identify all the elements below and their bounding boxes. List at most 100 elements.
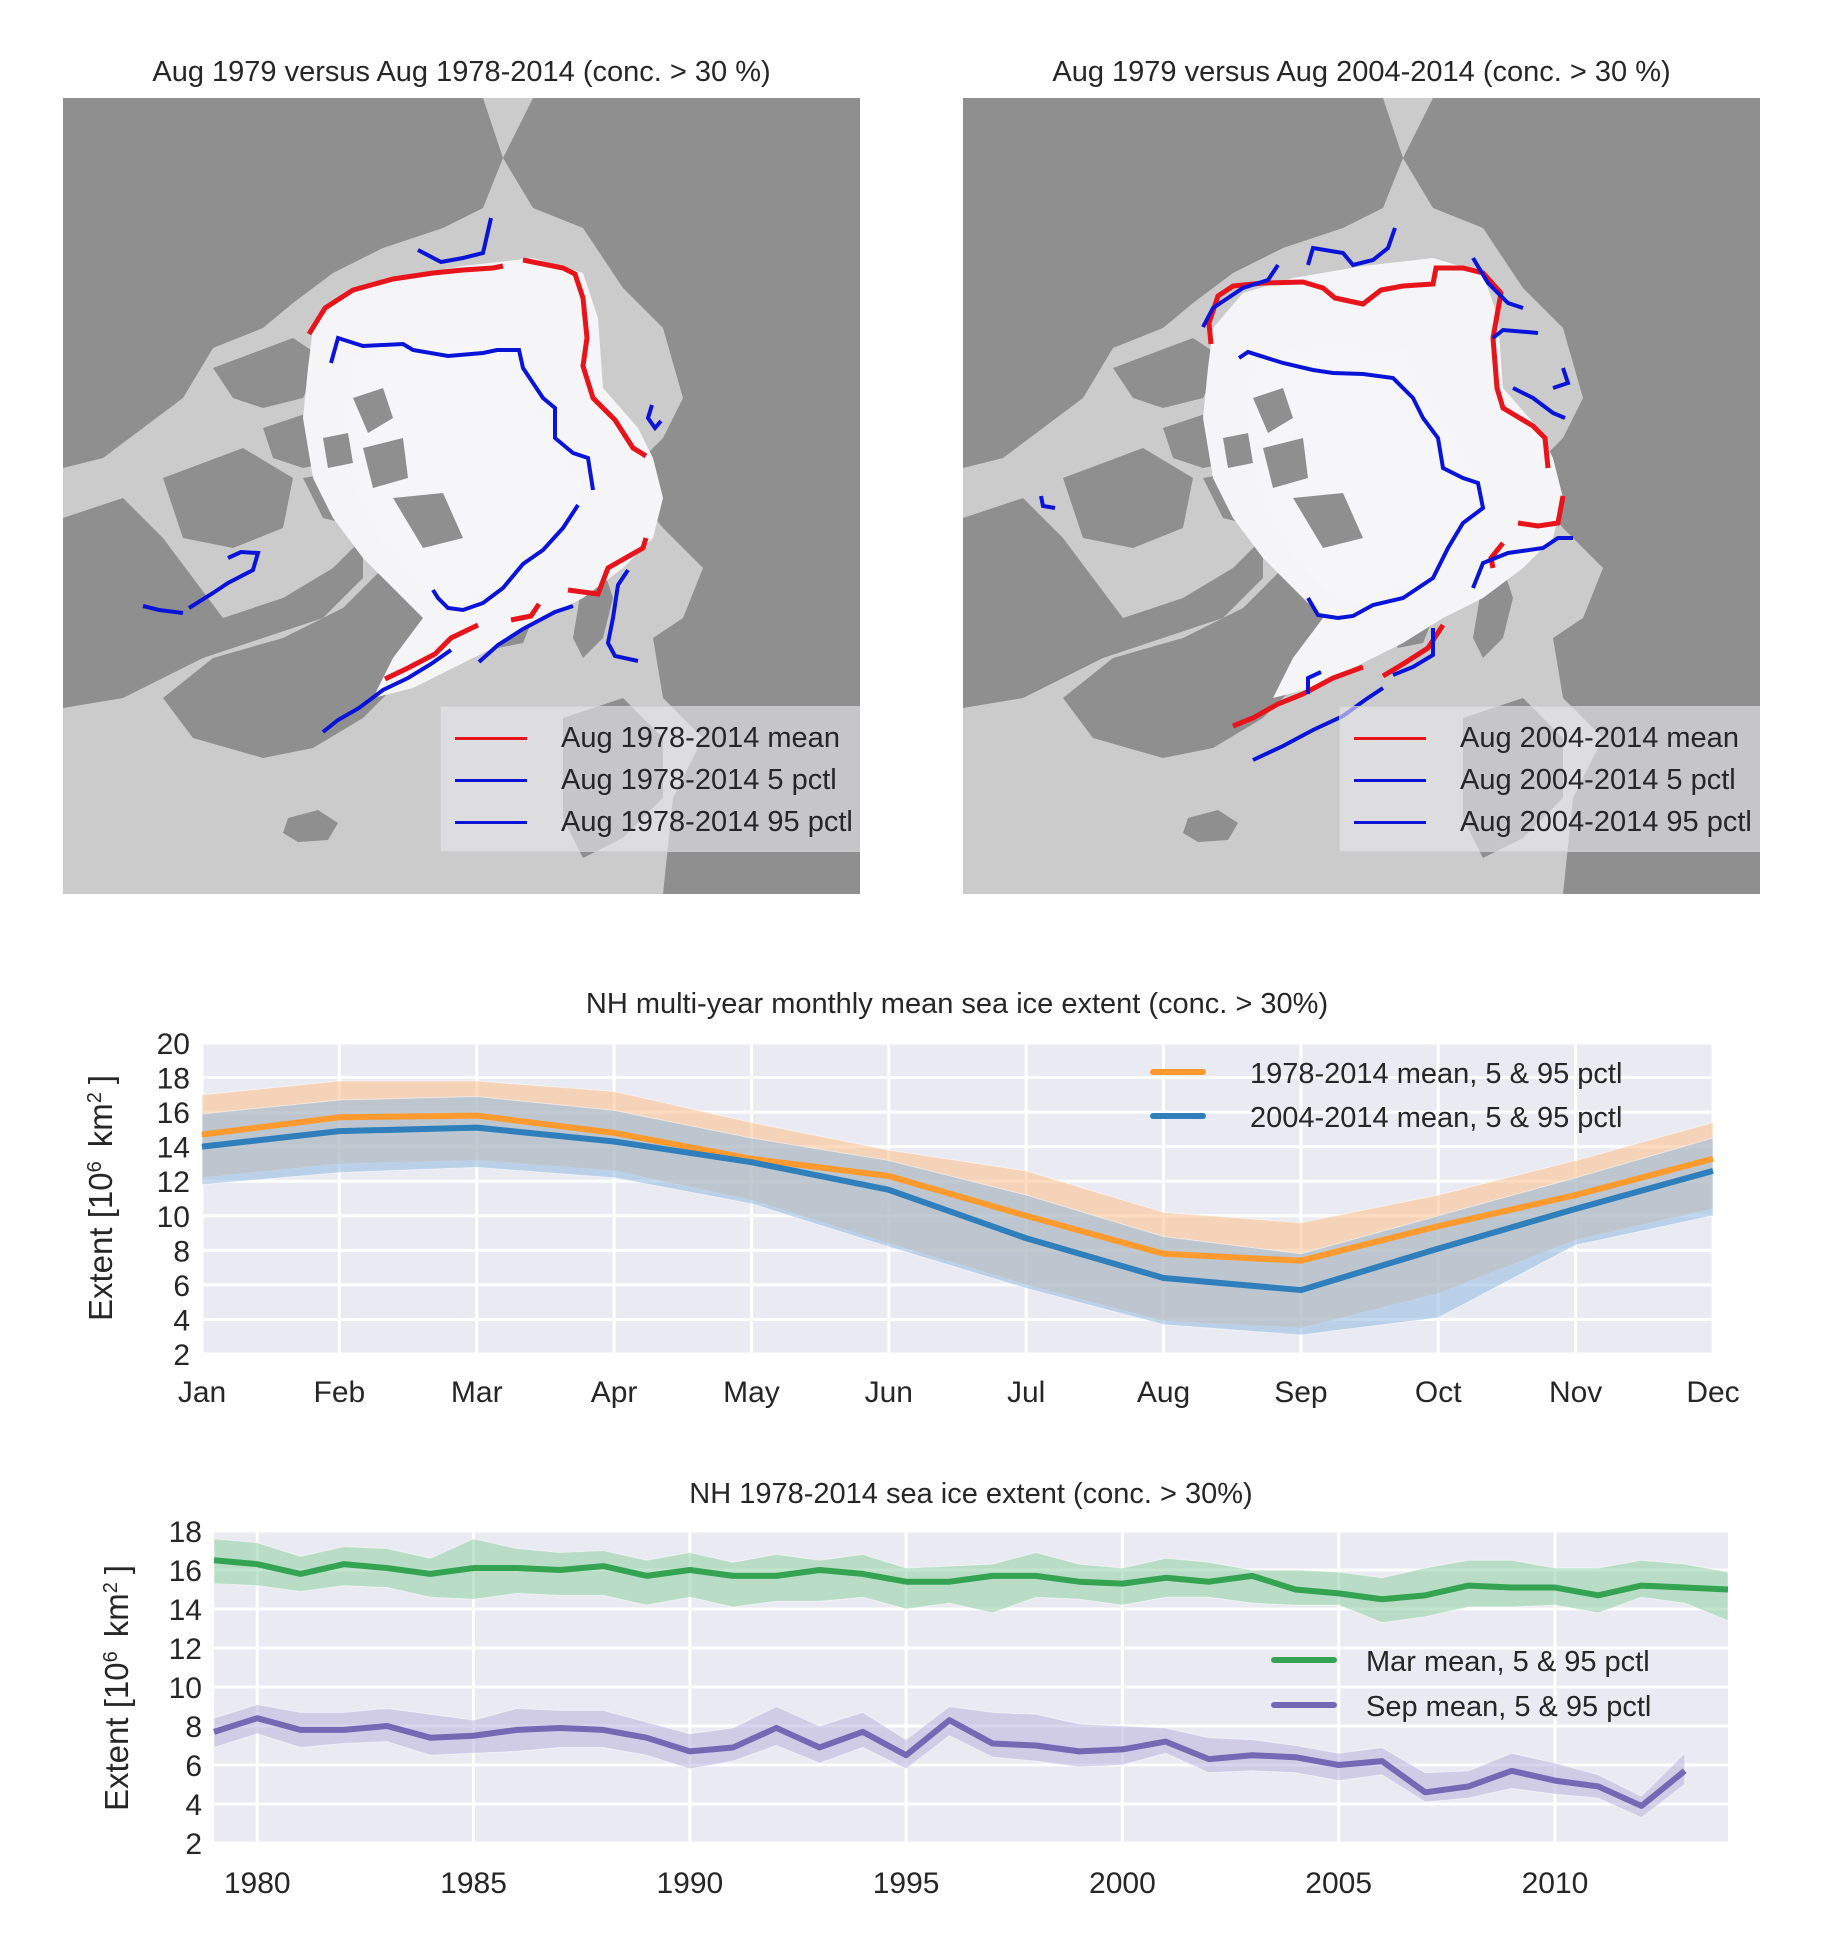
y-tick-label: 12 xyxy=(169,1633,202,1666)
map-base xyxy=(63,98,860,894)
contour-95-pctl xyxy=(1392,628,1435,677)
island xyxy=(1263,438,1308,488)
land-mass xyxy=(963,498,1263,708)
legend-swatch-blue xyxy=(455,778,527,782)
ylabel-unit: km xyxy=(98,1593,135,1637)
contour-95-pctl xyxy=(321,648,453,734)
land-mass xyxy=(1183,810,1238,842)
legend-label: Aug 1978-2014 mean xyxy=(561,721,840,754)
island xyxy=(353,388,393,433)
legend-label-2004-2014: 2004-2014 mean, 5 & 95 pctl xyxy=(1250,1102,1622,1134)
contour-95-pctl xyxy=(1512,386,1566,420)
x-tick-label: Oct xyxy=(1415,1376,1462,1409)
ylabel-base: Extent [10 xyxy=(82,1172,119,1321)
x-tick-label: Sep xyxy=(1274,1376,1327,1409)
x-tick-label: Aug xyxy=(1137,1376,1190,1409)
contour-95-pctl xyxy=(1471,536,1573,589)
legend-item-5-pctl: Aug 1978-2014 5 pctl xyxy=(455,759,853,801)
land-mass xyxy=(283,810,338,842)
legend-label: Aug 1978-2014 5 pctl xyxy=(561,763,837,796)
x-tick-label: Dec xyxy=(1686,1376,1739,1409)
y-tick-label: 2 xyxy=(173,1339,190,1372)
y-axis-label: Extent [106 km2] xyxy=(82,1075,119,1321)
plot-area: 2 4 6 8 10 12 14 16 18 1980 1985 1990 1995 2000 2005 20… xyxy=(169,1516,1729,1900)
arctic-map-right: Aug 2004-2014 mean Aug 2004-2014 5 pctl … xyxy=(963,98,1760,894)
y-tick-label: 20 xyxy=(157,1028,190,1061)
island xyxy=(1223,433,1253,468)
ylabel-exp: 6 xyxy=(84,1161,106,1172)
x-tick-label: Jan xyxy=(178,1376,226,1409)
chart-title: NH multi-year monthly mean sea ice exten… xyxy=(586,988,1328,1020)
x-tick-label: 2010 xyxy=(1522,1867,1589,1900)
central-pack-ice xyxy=(343,343,583,603)
x-tick-label: 1985 xyxy=(440,1867,507,1900)
y-tick-label: 6 xyxy=(173,1270,190,1303)
map-svg-left xyxy=(63,98,860,894)
contour-5-pctl xyxy=(329,335,595,491)
ice-contours-right xyxy=(1039,227,1573,762)
land-mass xyxy=(503,98,860,894)
contour-mean xyxy=(510,602,542,623)
y-tick-label: 4 xyxy=(185,1789,202,1822)
contour-mean xyxy=(306,263,504,336)
legend-swatch-blue xyxy=(455,820,527,824)
svg-text:Extent [106km2]: Extent [106 km2] xyxy=(82,1075,119,1321)
x-tick-label: 1995 xyxy=(873,1867,940,1900)
land-mass xyxy=(1113,338,1223,408)
y-tick-label: 14 xyxy=(157,1132,190,1165)
contour-mean xyxy=(522,257,648,459)
contour-mean xyxy=(1517,495,1566,529)
legend-swatch-blue xyxy=(1354,778,1426,782)
x-tick-label: Jun xyxy=(865,1376,913,1409)
map-legend-right: Aug 2004-2014 mean Aug 2004-2014 5 pctl … xyxy=(1339,706,1760,852)
chart-title: NH 1978-2014 sea ice extent (conc. > 30%… xyxy=(689,1478,1252,1510)
legend-item-mean: Aug 2004-2014 mean xyxy=(1354,717,1752,759)
island xyxy=(363,438,408,488)
map-title-right: Aug 1979 versus Aug 2004-2014 (conc. > 3… xyxy=(1052,56,1671,88)
island xyxy=(1293,493,1363,548)
land-mass xyxy=(63,498,363,708)
y-tick-label: 16 xyxy=(157,1097,190,1130)
legend-item-mean: Aug 1978-2014 mean xyxy=(455,717,853,759)
mean-line xyxy=(213,1715,1687,1809)
contour-95-pctl xyxy=(605,568,639,663)
island xyxy=(1253,388,1293,433)
x-tick-label: Jul xyxy=(1007,1376,1045,1409)
ylabel-close: ] xyxy=(98,1565,135,1574)
percentile-band xyxy=(213,1704,1686,1819)
y-tick-label: 18 xyxy=(169,1516,202,1549)
x-tick-label: May xyxy=(723,1376,780,1409)
y-tick-label: 16 xyxy=(169,1555,202,1588)
y-tick-label: 10 xyxy=(169,1672,202,1705)
contour-95-pctl xyxy=(417,217,493,265)
y-tick-label: 2 xyxy=(185,1828,202,1861)
annual-extent-chart: NH 1978-2014 sea ice extent (conc. > 30%… xyxy=(98,1478,1729,1900)
y-tick-label: 14 xyxy=(169,1594,202,1627)
contour-95-pctl xyxy=(142,604,184,615)
land-mass xyxy=(1403,98,1760,894)
arctic-map-left: Aug 1978-2014 mean Aug 1978-2014 5 pctl … xyxy=(63,98,860,894)
land-mass xyxy=(213,338,323,408)
y-axis-label: Extent [106 km2] xyxy=(98,1565,135,1811)
island xyxy=(393,493,463,548)
ylabel-exp: 6 xyxy=(100,1651,122,1662)
legend-swatch-blue xyxy=(1354,820,1426,824)
y-tick-label: 18 xyxy=(157,1063,190,1096)
ice-contours-left xyxy=(142,217,663,734)
ylabel-close: ] xyxy=(82,1075,119,1084)
contour-5-pctl xyxy=(431,503,580,613)
land-mass xyxy=(63,98,503,468)
contour-95-pctl xyxy=(1491,327,1539,340)
legend-label-1978-2014: 1978-2014 mean, 5 & 95 pctl xyxy=(1250,1058,1622,1090)
contour-mean xyxy=(567,537,649,597)
legend-swatch-red xyxy=(1354,736,1426,740)
legend-label: Aug 2004-2014 95 pctl xyxy=(1460,805,1752,838)
contour-mean xyxy=(1232,664,1364,729)
chart-legend: 1978-2014 mean, 5 & 95 pctl 2004-2014 me… xyxy=(1150,1058,1622,1134)
contour-95-pctl xyxy=(1306,227,1397,268)
x-tick-label: Mar xyxy=(451,1376,503,1409)
contour-95-pctl xyxy=(1252,686,1385,762)
contour-95-pctl xyxy=(1306,670,1322,694)
y-tick-label: 10 xyxy=(157,1201,190,1234)
